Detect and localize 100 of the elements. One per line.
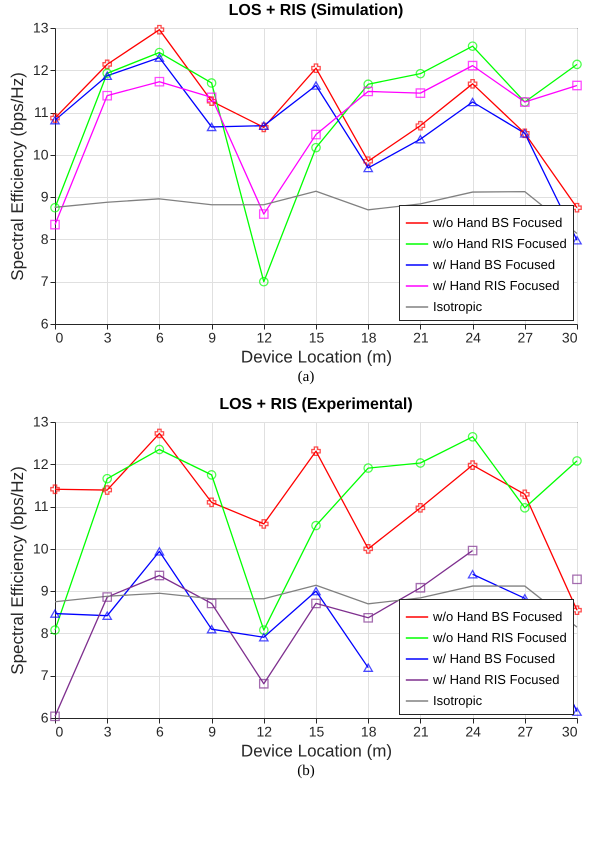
point — [154, 24, 164, 35]
y-axis-title: Spectral Efficiency (bps/Hz) — [8, 466, 27, 675]
point — [102, 90, 112, 100]
x-tick-label: 0 — [56, 724, 64, 740]
y-axis-title: Spectral Efficiency (bps/Hz) — [8, 72, 27, 281]
point — [258, 632, 269, 642]
point — [258, 209, 269, 219]
x-tick-label: 9 — [208, 724, 216, 740]
point — [311, 81, 321, 90]
legend-label: Isotropic — [433, 299, 483, 314]
point — [468, 60, 478, 70]
point — [468, 78, 478, 89]
x-tick-label: 12 — [256, 330, 272, 346]
point — [102, 68, 112, 78]
point — [311, 130, 321, 140]
x-tick-label: 18 — [360, 330, 377, 346]
x-tick-label: 12 — [256, 724, 272, 740]
x-tick-label: 3 — [104, 330, 112, 346]
legend-label: w/o Hand BS Focused — [432, 609, 562, 624]
point — [416, 134, 426, 144]
point — [416, 120, 426, 131]
point — [50, 609, 60, 618]
chart-title: LOS + RIS (Experimental) — [219, 396, 413, 413]
point — [468, 41, 478, 52]
y-tick-label: 13 — [32, 20, 49, 36]
point — [206, 92, 216, 102]
point — [311, 446, 321, 456]
legend-label: Isotropic — [433, 693, 483, 708]
point — [258, 678, 269, 689]
point — [468, 98, 478, 106]
point — [102, 474, 112, 484]
y-tick-label: 8 — [40, 624, 49, 641]
point — [363, 164, 374, 172]
point — [416, 88, 426, 98]
point — [206, 624, 216, 634]
y-tick-label: 6 — [40, 710, 49, 726]
point — [50, 484, 60, 494]
y-tick-label: 9 — [40, 582, 49, 599]
point — [206, 598, 216, 608]
point — [572, 60, 582, 70]
x-tick-label: 9 — [208, 330, 216, 346]
point — [363, 79, 374, 90]
point — [154, 76, 164, 87]
x-tick-label: 6 — [156, 330, 164, 346]
x-axis-title: Device Location (m) — [240, 742, 392, 760]
legend-label: w/ Hand BS Focused — [432, 257, 556, 272]
x-tick-label: 30 — [562, 724, 578, 740]
legend-label: w/o Hand RIS Focused — [432, 630, 567, 645]
y-tick-label: 13 — [32, 414, 49, 430]
point — [258, 276, 269, 287]
point — [102, 60, 112, 70]
legend-label: w/ Hand RIS Focused — [432, 672, 560, 687]
point — [154, 547, 164, 556]
point — [572, 574, 582, 584]
point — [416, 458, 426, 468]
x-tick-label: 24 — [465, 330, 482, 346]
point — [520, 489, 530, 500]
point — [102, 72, 112, 80]
y-tick-label: 11 — [34, 498, 49, 514]
point — [154, 444, 164, 454]
text: (a) — [296, 369, 316, 386]
point — [206, 96, 216, 106]
point — [50, 711, 60, 722]
point — [572, 456, 582, 466]
point — [468, 460, 478, 470]
point — [50, 220, 60, 230]
point — [363, 663, 374, 672]
point — [154, 53, 164, 62]
y-tick-label: 6 — [40, 316, 49, 332]
y-tick-label: 8 — [40, 230, 49, 247]
point — [50, 202, 60, 213]
y-tick-label: 12 — [32, 62, 49, 78]
point — [363, 544, 374, 554]
line-series — [54, 584, 578, 628]
y-tick-label: 12 — [32, 456, 49, 472]
legend-label: w/o Hand RIS Focused — [432, 236, 567, 251]
point — [311, 142, 321, 152]
point — [468, 546, 478, 556]
line-series — [54, 190, 578, 234]
point — [363, 86, 374, 96]
point — [206, 122, 216, 132]
point — [468, 432, 478, 442]
point — [311, 586, 321, 596]
x-tick-label: 27 — [518, 724, 534, 740]
point — [572, 707, 582, 716]
point — [258, 519, 269, 529]
point — [416, 503, 426, 513]
point — [50, 625, 60, 635]
x-tick-label: 30 — [562, 330, 578, 346]
x-tick-label: 21 — [413, 724, 429, 740]
point — [468, 570, 478, 578]
x-tick-label: 0 — [56, 330, 64, 346]
x-tick-label: 15 — [308, 724, 324, 740]
point — [102, 611, 112, 620]
x-tick-label: 24 — [465, 724, 482, 740]
point — [154, 48, 164, 58]
point — [258, 625, 269, 635]
x-tick-label: 21 — [413, 330, 429, 346]
point — [311, 520, 321, 530]
legend-label: w/ Hand BS Focused — [432, 651, 556, 666]
